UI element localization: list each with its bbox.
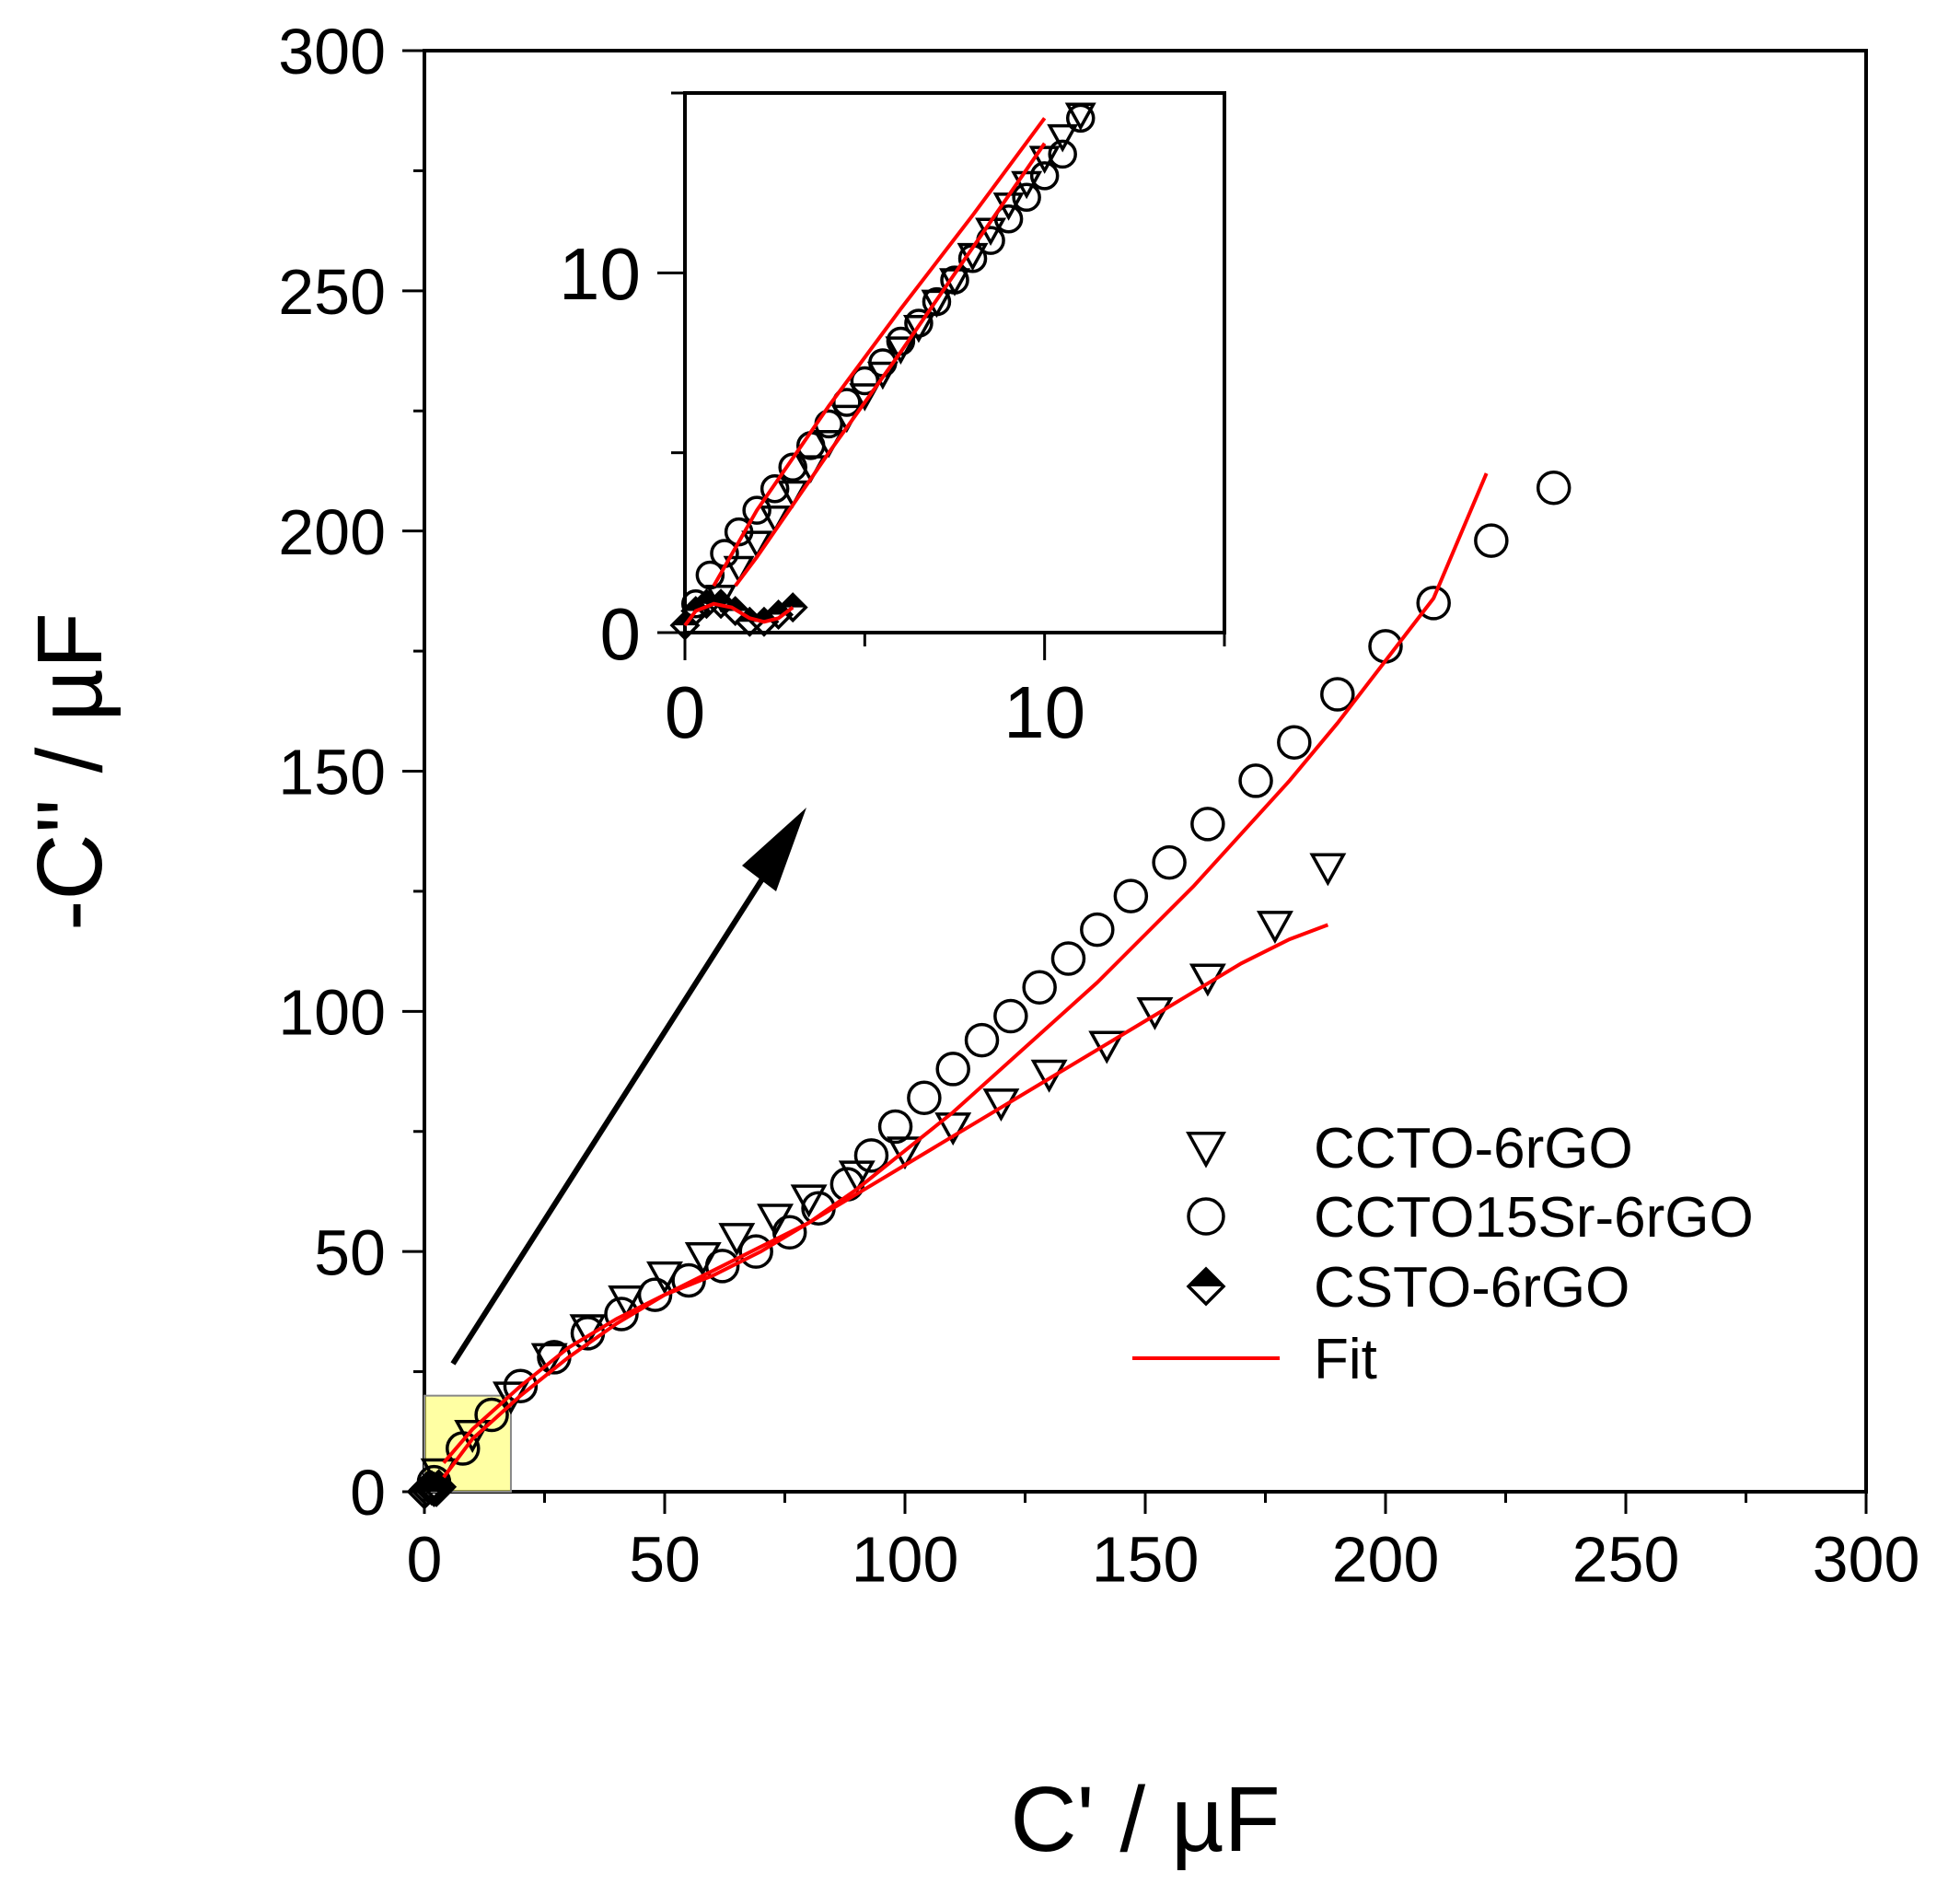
inset-data-point-ccto15sr-6rgo: [993, 204, 1024, 234]
data-point-ccto-6rgo: [1088, 1030, 1126, 1064]
data-point-ccto15sr-6rgo: [704, 1249, 740, 1284]
data-point-ccto15sr-6rgo: [1022, 970, 1057, 1005]
data-point-ccto15sr-6rgo: [604, 1297, 639, 1332]
x-tick-label: 250: [1572, 1524, 1680, 1596]
data-point-csto-6rgo-fill: [423, 1471, 455, 1487]
inset-data-point-ccto-6rgo: [921, 289, 953, 319]
data-point-ccto15sr-6rgo: [1416, 586, 1451, 621]
inset-fit-line: [734, 142, 1047, 587]
inset-data-point-ccto15sr-6rgo: [1048, 139, 1077, 169]
legend-marker-ccto15sr-6rgo: [1187, 1197, 1225, 1236]
data-point-ccto15sr-6rgo: [907, 1080, 942, 1115]
data-point-ccto-6rgo: [790, 1184, 828, 1218]
legend-label: Fit: [1314, 1328, 1377, 1391]
data-point-ccto15sr-6rgo: [1238, 763, 1273, 798]
inset-data-point-csto-6rgo-fill: [672, 612, 698, 626]
inset-data-point-ccto15sr-6rgo: [904, 308, 934, 338]
y-tick-label: 250: [278, 256, 386, 328]
x-axis-label: C' / µF: [1010, 1768, 1280, 1871]
inset-data-point-ccto15sr-6rgo: [922, 286, 952, 317]
x-tick-label: 0: [407, 1524, 443, 1596]
legend-label: CCTO15Sr-6rGO: [1314, 1186, 1754, 1250]
y-tick-label: 200: [278, 496, 386, 568]
inset-data-point-ccto-6rgo: [741, 530, 773, 559]
inset-x-tick-label: 0: [665, 671, 706, 753]
data-point-ccto15sr-6rgo: [1113, 878, 1149, 913]
inset-plot-frame: [683, 91, 1226, 634]
x-tick-label: 100: [852, 1524, 959, 1596]
arrow-head-icon: [742, 808, 806, 891]
data-point-ccto15sr-6rgo: [1080, 912, 1115, 948]
data-point-ccto-6rgo: [1136, 996, 1174, 1030]
data-point-ccto15sr-6rgo: [738, 1234, 773, 1269]
inset-data-point-ccto-6rgo: [902, 314, 934, 343]
inset-data-point-ccto15sr-6rgo: [695, 560, 725, 590]
x-tick-label: 300: [1813, 1524, 1920, 1596]
data-point-ccto15sr-6rgo: [1320, 677, 1355, 712]
fit-line: [442, 923, 1329, 1479]
inset-data-point-csto-6rgo-fill: [708, 590, 735, 604]
data-point-ccto15sr-6rgo: [503, 1368, 539, 1403]
data-point-ccto15sr-6rgo: [964, 1022, 1000, 1058]
inset-data-point-ccto15sr-6rgo: [832, 388, 862, 417]
inset-data-point-ccto15sr-6rgo: [760, 473, 790, 504]
data-point-ccto15sr-6rgo: [1474, 523, 1509, 558]
data-point-ccto15sr-6rgo: [1190, 807, 1225, 842]
inset-data-point-ccto15sr-6rgo: [1065, 103, 1096, 134]
legend-label: CSTO-6rGO: [1314, 1256, 1629, 1320]
data-point-ccto-6rgo: [684, 1242, 722, 1275]
x-tick-label: 50: [629, 1524, 701, 1596]
inset-data-point-ccto15sr-6rgo: [850, 366, 880, 396]
inset-x-tick-label: 10: [1003, 671, 1085, 753]
inset-data-point-ccto-6rgo: [723, 555, 755, 585]
x-tick-label: 200: [1332, 1524, 1440, 1596]
legend-marker-csto-6rgo-fill: [1189, 1269, 1224, 1286]
inset-fit-line: [683, 601, 794, 627]
inset-data-point-ccto-6rgo: [885, 336, 917, 365]
data-point-ccto15sr-6rgo: [877, 1109, 913, 1145]
data-point-ccto15sr-6rgo: [637, 1277, 673, 1312]
y-tick-label: 50: [314, 1216, 386, 1288]
inset-y-tick-label: 0: [600, 593, 642, 675]
data-point-ccto15sr-6rgo: [1152, 844, 1187, 880]
y-tick-label: 300: [278, 16, 386, 87]
data-point-ccto-6rgo: [1309, 853, 1347, 887]
legend-label: CCTO-6rGO: [1314, 1117, 1633, 1180]
fit-line: [442, 472, 1489, 1465]
zoom-arrow: [450, 845, 785, 1366]
data-point-ccto15sr-6rgo: [993, 998, 1028, 1034]
data-point-ccto15sr-6rgo: [1277, 725, 1312, 760]
data-point-ccto15sr-6rgo: [771, 1215, 807, 1250]
y-tick-label: 0: [350, 1457, 386, 1529]
y-tick-label: 150: [278, 737, 386, 808]
data-point-ccto15sr-6rgo: [853, 1138, 889, 1173]
data-point-ccto-6rgo: [608, 1285, 645, 1319]
inset-data-point-ccto15sr-6rgo: [940, 265, 969, 295]
inset-y-tick-label: 10: [559, 233, 641, 315]
data-point-ccto15sr-6rgo: [474, 1397, 509, 1433]
data-point-ccto15sr-6rgo: [446, 1431, 481, 1466]
inset-fit-line: [712, 117, 1047, 587]
legend-marker-ccto-6rgo: [1186, 1132, 1226, 1169]
inset-data-point-ccto-6rgo: [1047, 123, 1079, 153]
data-point-ccto-6rgo: [1256, 911, 1293, 945]
y-tick-label: 100: [278, 977, 386, 1049]
data-point-ccto15sr-6rgo: [935, 1052, 970, 1087]
data-point-ccto15sr-6rgo: [1050, 941, 1086, 976]
inset-data-point-ccto15sr-6rgo: [1012, 182, 1041, 213]
inset-data-point-ccto15sr-6rgo: [742, 495, 771, 525]
data-point-ccto15sr-6rgo: [1536, 470, 1571, 506]
inset-data-point-csto-6rgo-fill: [780, 594, 806, 608]
inset-data-point-ccto15sr-6rgo: [1029, 161, 1060, 191]
y-axis-label: -C'' / µF: [18, 612, 122, 931]
x-tick-label: 150: [1092, 1524, 1200, 1596]
inset-data-point-ccto15sr-6rgo: [778, 452, 807, 483]
